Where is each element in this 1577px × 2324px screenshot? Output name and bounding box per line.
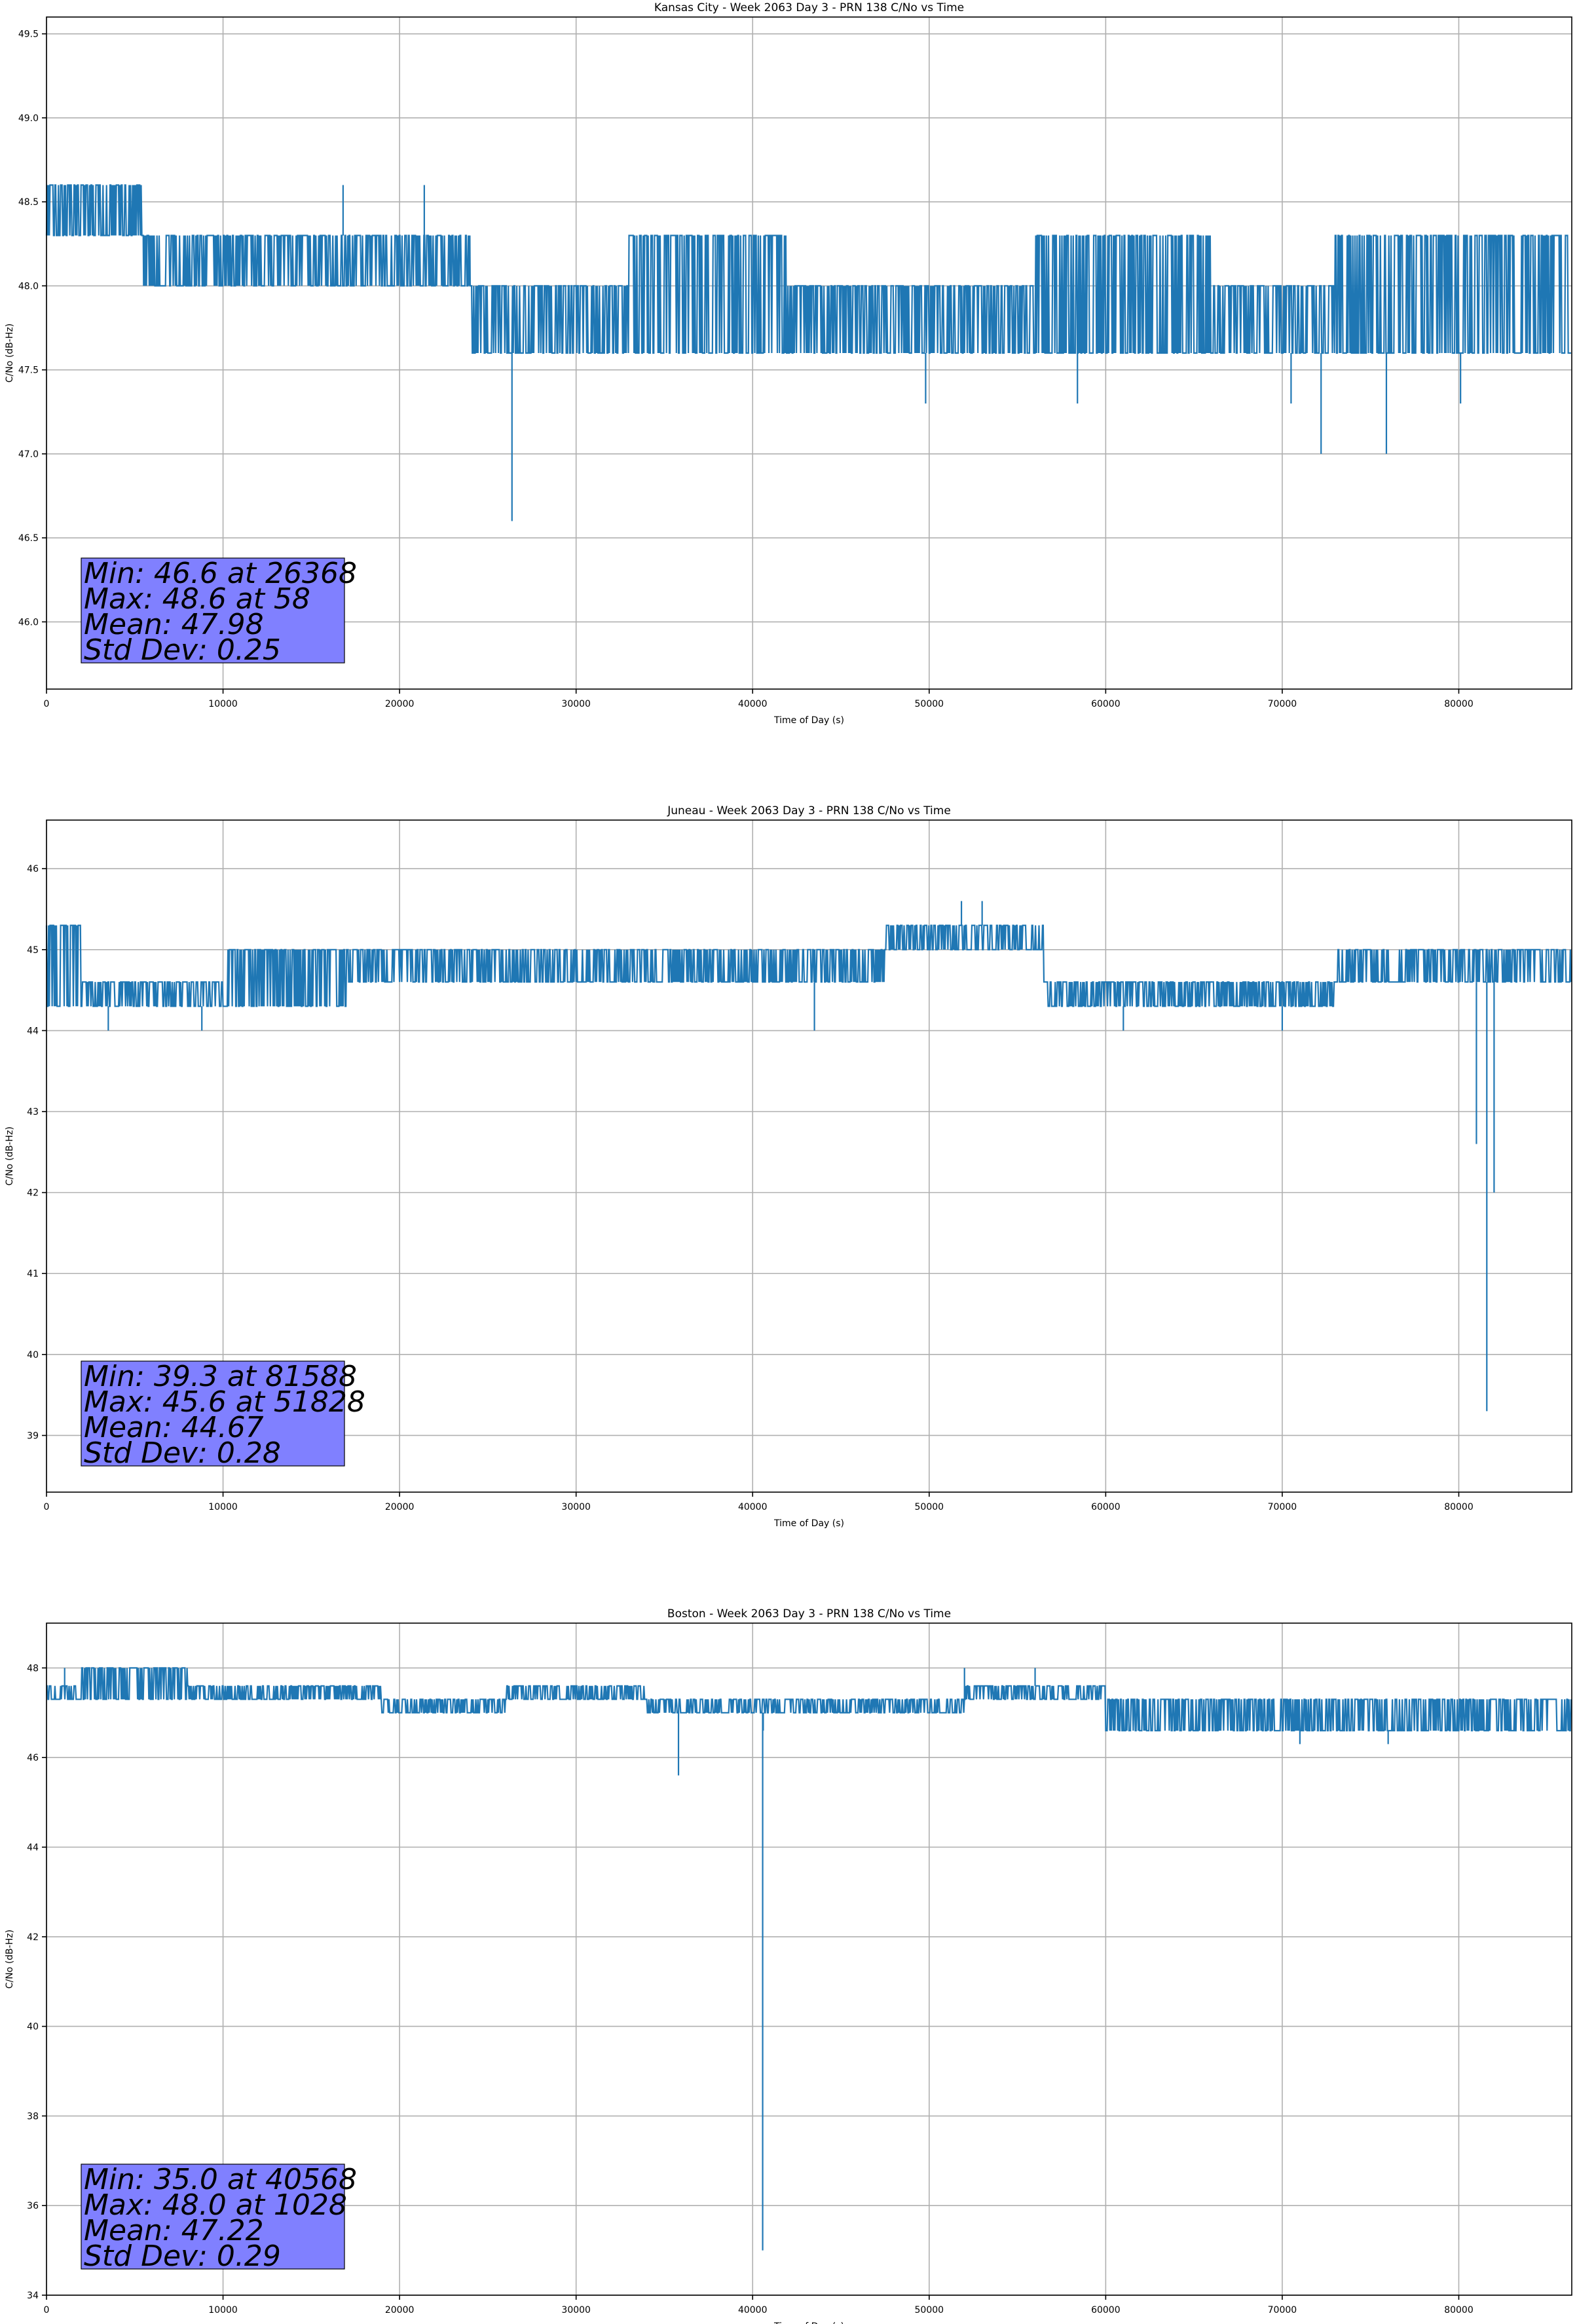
stats-line: Mean: 47.98 [84,608,264,641]
x-tick-label: 40000 [738,2305,768,2315]
x-tick-label: 70000 [1268,1502,1297,1512]
y-tick-label: 47.0 [18,449,39,460]
x-tick-label: 0 [44,699,50,709]
chart-title: Juneau - Week 2063 Day 3 - PRN 138 C/No … [667,804,951,817]
x-tick-label: 60000 [1091,699,1121,709]
stats-line: Min: 46.6 at 26368 [84,557,357,590]
data-line [45,184,1571,354]
x-tick-label: 70000 [1268,699,1297,709]
chart-2: 0 10000 20000 30000 40000 50000 60000 70000 8000… [5,1607,1572,2324]
x-tick-label: 10000 [208,2305,238,2315]
x-tick-label: 30000 [561,2305,591,2315]
y-tick-label: 40 [27,2022,39,2033]
x-tick-label: 70000 [1268,2305,1297,2315]
x-tick-label: 40000 [738,699,768,709]
data-line [45,924,1572,1007]
plot-frame [46,819,1572,1493]
x-tick-label: 30000 [561,1502,591,1512]
x-axis-label: Time of Day (s) [773,715,844,726]
y-tick-label: 36 [27,2201,39,2211]
x-tick-label: 0 [44,1502,50,1512]
y-tick-label: 46 [27,1753,39,1763]
y-tick-label: 43 [27,1107,39,1117]
x-tick-label: 0 [44,2305,50,2315]
x-tick-label: 80000 [1444,1502,1474,1512]
x-tick-label: 40000 [738,1502,768,1512]
stats-line: Mean: 44.67 [84,1411,264,1444]
stats-box [81,557,345,664]
chart-0: 0 10000 20000 30000 40000 50000 60000 70000 8000… [5,1,1572,726]
y-tick-label: 42 [27,1932,39,1943]
plot-frame [46,16,1572,690]
y-tick-label: 34 [27,2291,39,2301]
y-tick-label: 48 [27,1663,39,1674]
y-tick-label: 48.0 [18,281,39,291]
x-tick-label: 20000 [385,1502,415,1512]
x-tick-label: 80000 [1444,2305,1474,2315]
y-tick-label: 39 [27,1431,39,1441]
x-tick-label: 30000 [561,699,591,709]
y-tick-label: 46.0 [18,617,39,628]
stats-line: Min: 39.3 at 81588 [84,1360,357,1393]
chart-title: Kansas City - Week 2063 Day 3 - PRN 138 … [654,1,964,14]
y-tick-label: 42 [27,1188,39,1199]
y-tick-label: 41 [27,1269,39,1279]
x-tick-label: 50000 [915,2305,944,2315]
y-axis-label: C/No (dB-Hz) [5,1930,15,1989]
x-tick-label: 60000 [1091,1502,1121,1512]
y-tick-label: 48.5 [18,197,39,208]
y-tick-label: 44 [27,1026,39,1036]
x-axis-label: Time of Day (s) [773,1518,844,1529]
stats-line: Max: 48.6 at 58 [84,582,310,616]
y-tick-label: 46 [27,864,39,874]
x-tick-label: 80000 [1444,699,1474,709]
stats-line: Min: 35.0 at 40568 [84,2163,357,2196]
stats-line: Mean: 47.22 [84,2214,264,2247]
y-tick-label: 47.5 [18,365,39,376]
stats-line: Max: 48.0 at 1028 [84,2188,347,2222]
stats-box [81,2164,345,2270]
x-axis-label: Time of Day (s) [773,2321,844,2324]
y-tick-label: 46.5 [18,533,39,544]
stats-box [81,1360,345,1467]
chart-1: 0 10000 20000 30000 40000 50000 60000 70000 8000… [5,804,1572,1529]
stats-line: Std Dev: 0.25 [84,633,281,667]
data-line [46,1667,1572,1732]
y-axis-label: C/No (dB-Hz) [5,1127,15,1186]
y-axis-label: C/No (dB-Hz) [5,324,15,383]
x-tick-label: 50000 [915,1502,944,1512]
stats-line: Std Dev: 0.29 [84,2240,281,2273]
y-tick-label: 49.5 [18,29,39,40]
x-tick-label: 60000 [1091,2305,1121,2315]
stats-line: Max: 45.6 at 51828 [84,1385,365,1419]
y-tick-label: 44 [27,1843,39,1853]
x-tick-label: 10000 [208,1502,238,1512]
y-tick-label: 40 [27,1350,39,1360]
x-tick-label: 20000 [385,2305,415,2315]
y-tick-label: 45 [27,945,39,956]
y-tick-label: 38 [27,2111,39,2122]
x-tick-label: 20000 [385,699,415,709]
stats-line: Std Dev: 0.28 [84,1436,281,1470]
x-tick-label: 50000 [915,699,944,709]
plot-frame [46,1622,1572,2296]
chart-title: Boston - Week 2063 Day 3 - PRN 138 C/No … [667,1607,951,1621]
y-tick-label: 49.0 [18,113,39,124]
x-tick-label: 10000 [208,699,238,709]
